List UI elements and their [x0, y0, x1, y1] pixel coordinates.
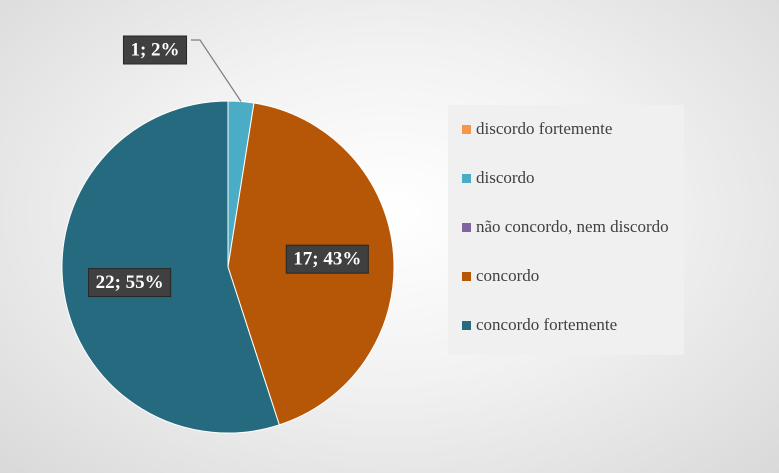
legend-label: discordo fortemente — [476, 119, 613, 138]
legend-label: discordo — [476, 168, 535, 187]
legend-entry: discordo — [462, 168, 674, 217]
legend-label: concordo fortemente — [476, 315, 618, 334]
data-label-box — [88, 268, 172, 298]
legend-swatch — [462, 272, 471, 281]
data-label-box — [122, 35, 188, 65]
legend: discordo fortemente discordo não concordo,… — [448, 105, 684, 355]
legend-entry: concordo fortemente — [462, 315, 674, 364]
legend-swatch — [462, 223, 471, 232]
data-label-text: 1; 2% — [130, 39, 179, 60]
data-label: 22; 55% — [88, 268, 172, 298]
data-label: 1; 2% — [122, 35, 242, 102]
pie-slice — [61, 100, 280, 434]
data-label-text: 22; 55% — [96, 272, 164, 293]
legend-label: concordo — [476, 266, 540, 285]
legend-swatch — [462, 125, 471, 134]
legend-label: não concordo, nem discordo — [476, 217, 669, 236]
leader-line — [191, 39, 242, 102]
legend-swatch — [462, 174, 471, 183]
data-label: 17; 43% — [285, 244, 369, 274]
data-label-text: 17; 43% — [293, 249, 361, 270]
legend-entry: discordo fortemente — [462, 119, 674, 168]
legend-swatch — [462, 321, 471, 330]
data-label-box — [285, 244, 369, 274]
legend-entry: não concordo, nem discordo — [462, 217, 674, 266]
legend-entry: concordo — [462, 266, 674, 315]
